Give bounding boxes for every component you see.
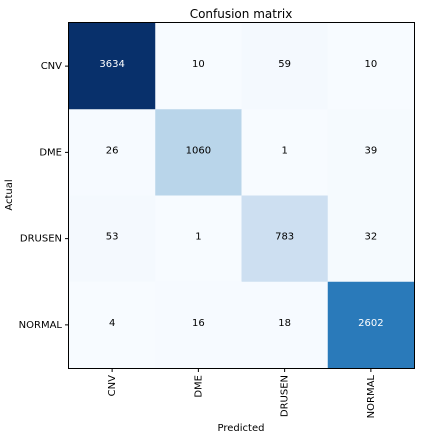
heatmap-cell-labels: 3634 10 59 10 26 1060 1 39 53 1 783 32 4 16 18 2602	[99, 59, 383, 329]
x-tick-label: DME	[193, 375, 204, 398]
cell-value-label: 10	[365, 59, 378, 70]
y-axis-label: Actual	[4, 179, 15, 210]
heatmap-cell	[327, 195, 415, 283]
x-tick-label: DRUSEN	[280, 375, 291, 417]
heatmap-cell	[241, 109, 329, 196]
heatmap-cells	[69, 23, 415, 369]
x-tick-label: CNV	[107, 375, 118, 396]
cell-value-label: 18	[278, 318, 291, 329]
heatmap-cell	[69, 109, 156, 196]
cell-value-label: 32	[365, 232, 378, 243]
y-tick-label: DRUSEN	[20, 234, 62, 245]
plot-frame	[68, 22, 415, 369]
cell-value-label: 16	[192, 318, 205, 329]
heatmap-cell	[327, 23, 415, 110]
x-axis-label: Predicted	[218, 423, 265, 434]
heatmap-cell	[327, 109, 415, 196]
cell-value-label: 26	[106, 145, 119, 156]
cell-value-label: 4	[109, 318, 115, 329]
heatmap-cell	[327, 281, 415, 369]
y-axis-ticks: CNV DME DRUSEN NORMAL	[19, 61, 69, 331]
heatmap-cell	[69, 195, 156, 283]
chart-title: Confusion matrix	[190, 7, 293, 21]
cell-value-label: 10	[192, 59, 205, 70]
x-axis-ticks: CNV DME DRUSEN NORMAL	[107, 368, 377, 418]
heatmap-cell	[241, 195, 329, 283]
heatmap-cell	[69, 23, 156, 110]
cell-value-label: 39	[365, 145, 378, 156]
cell-value-label: 59	[278, 59, 291, 70]
cell-value-label: 1	[195, 232, 201, 243]
heatmap-cell	[155, 195, 242, 283]
heatmap-cell	[155, 109, 242, 196]
heatmap-cell	[155, 281, 242, 369]
cell-value-label: 2602	[358, 318, 383, 329]
cell-value-label: 1060	[186, 145, 211, 156]
heatmap-cell	[241, 281, 329, 369]
y-tick-label: NORMAL	[19, 320, 63, 331]
cell-value-label: 53	[106, 232, 119, 243]
heatmap-cell	[155, 23, 242, 110]
heatmap-cell	[69, 281, 156, 369]
cell-value-label: 783	[275, 232, 294, 243]
heatmap-cell	[241, 23, 329, 110]
x-tick-label: NORMAL	[366, 375, 377, 419]
cell-value-label: 1	[281, 145, 287, 156]
y-tick-label: DME	[39, 147, 62, 158]
y-tick-label: CNV	[41, 61, 62, 72]
cell-value-label: 3634	[99, 59, 124, 70]
